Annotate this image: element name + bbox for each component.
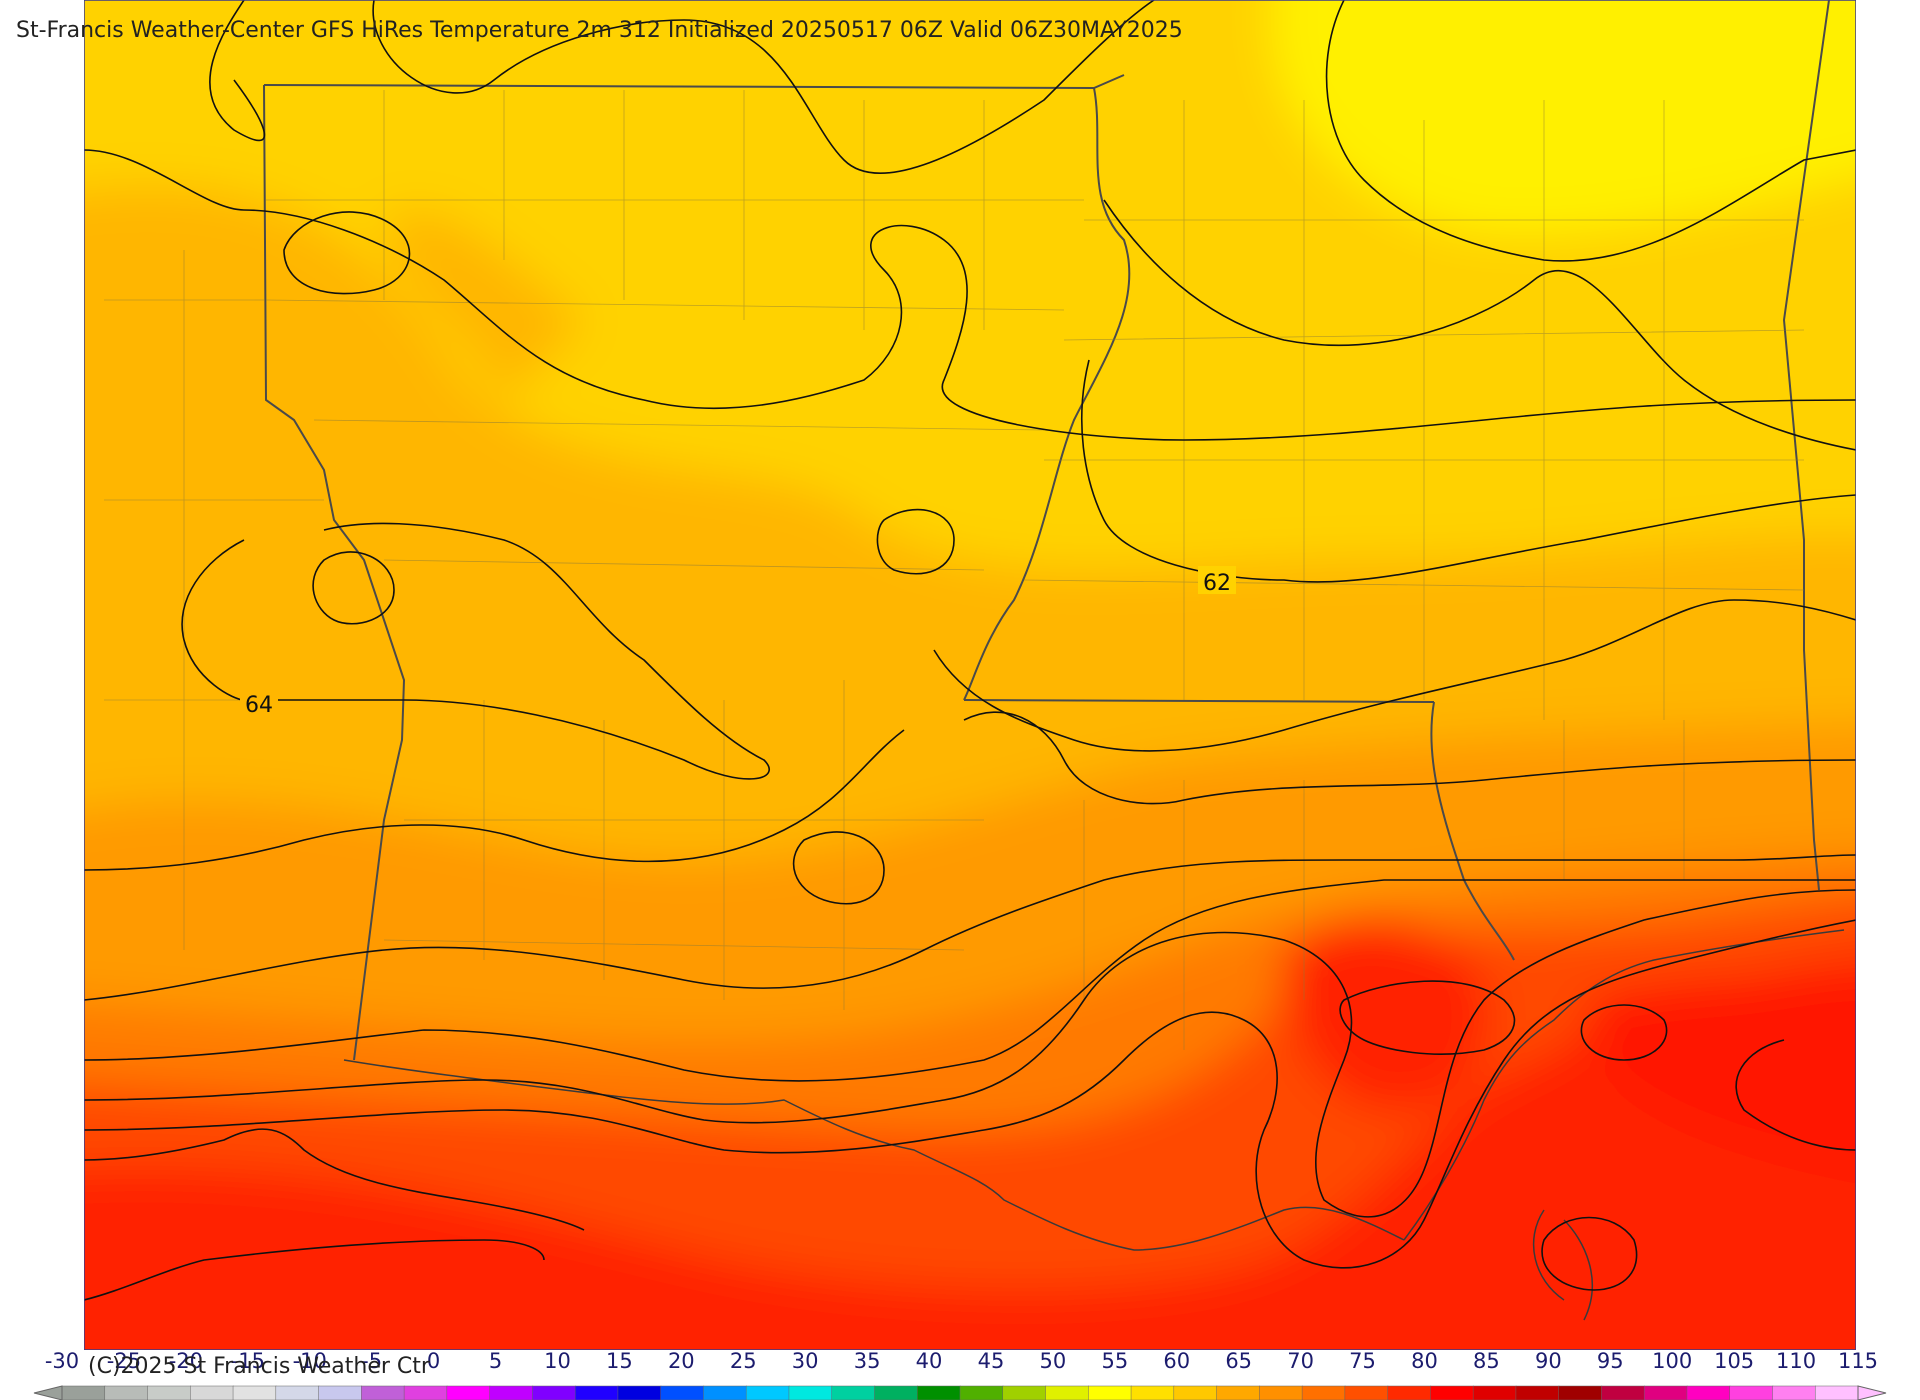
- colorbar-swatch: [1772, 1385, 1816, 1400]
- svg-text:64: 64: [245, 693, 273, 718]
- colorbar-tick-label: 90: [1535, 1349, 1562, 1373]
- colorbar-swatch: [1472, 1385, 1517, 1400]
- colorbar-swatch: [574, 1385, 619, 1400]
- colorbar-swatches: [33, 1385, 1887, 1400]
- colorbar-tick-label: 75: [1349, 1349, 1376, 1373]
- colorbar-tick-label: 70: [1287, 1349, 1314, 1373]
- map-title: St-Francis Weather-Center GFS HiRes Temp…: [16, 18, 1183, 43]
- colorbar-swatch: [1002, 1385, 1047, 1400]
- colorbar-tick-label: 45: [978, 1349, 1005, 1373]
- colorbar-swatch: [403, 1385, 448, 1400]
- colorbar-swatch: [489, 1385, 534, 1400]
- colorbar-tick-label: 5: [489, 1349, 502, 1373]
- colorbar-tick-label: 15: [606, 1349, 633, 1373]
- colorbar-swatch: [1130, 1385, 1175, 1400]
- colorbar-swatch: [275, 1385, 320, 1400]
- colorbar-swatch: [1173, 1385, 1218, 1400]
- colorbar-swatch: [959, 1385, 1004, 1400]
- colorbar-swatch: [61, 1385, 106, 1400]
- colorbar-swatch: [190, 1385, 234, 1400]
- svg-text:62: 62: [1203, 571, 1231, 596]
- colorbar-swatch: [745, 1385, 790, 1400]
- colorbar-swatch: [1729, 1385, 1774, 1400]
- temperature-fill: [84, 0, 1856, 1350]
- colorbar-swatch: [1045, 1385, 1090, 1400]
- colorbar-tick-label: 40: [916, 1349, 943, 1373]
- colorbar-swatch: [318, 1385, 363, 1400]
- contour-label-64: 64: [240, 688, 278, 718]
- colorbar-swatch: [1814, 1385, 1859, 1400]
- colorbar-swatch: [1686, 1385, 1731, 1400]
- colorbar-swatch: [446, 1385, 491, 1400]
- colorbar-tick-label: 10: [544, 1349, 571, 1373]
- colorbar-swatch: [104, 1385, 149, 1400]
- colorbar-swatch: [703, 1385, 747, 1400]
- temperature-contours: [84, 0, 1856, 1301]
- colorbar-swatch: [1259, 1385, 1303, 1400]
- colorbar-tick-label: 20: [668, 1349, 695, 1373]
- colorbar-tick-label: 85: [1473, 1349, 1500, 1373]
- colorbar-swatch: [874, 1385, 918, 1400]
- colorbar-tick-label: 80: [1411, 1349, 1438, 1373]
- coastline: [343, 929, 1845, 1321]
- colorbar-tick-label: 110: [1776, 1349, 1816, 1373]
- colorbar-swatch: [1558, 1385, 1603, 1400]
- colorbar-swatch: [361, 1385, 405, 1400]
- colorbar-tick-label: 105: [1714, 1349, 1754, 1373]
- colorbar-swatch: [660, 1385, 705, 1400]
- colorbar-swatch: [1344, 1385, 1389, 1400]
- colorbar-swatch: [1387, 1385, 1432, 1400]
- colorbar-swatch: [1088, 1385, 1132, 1400]
- colorbar-tick-label: 35: [854, 1349, 881, 1373]
- colorbar-high-arrow: [1857, 1385, 1887, 1400]
- colorbar-tick-label: 95: [1597, 1349, 1624, 1373]
- colorbar-tick-label: 100: [1652, 1349, 1692, 1373]
- colorbar-tick-label: 115: [1838, 1349, 1878, 1373]
- colorbar-swatch: [831, 1385, 876, 1400]
- copyright-text: (C)2025 St Francis Weather Ctr: [88, 1354, 430, 1379]
- colorbar-swatch: [1216, 1385, 1261, 1400]
- colorbar-tick-label: 55: [1101, 1349, 1128, 1373]
- colorbar-swatch: [617, 1385, 662, 1400]
- colorbar-swatch: [1301, 1385, 1346, 1400]
- colorbar-tick-label: 30: [792, 1349, 819, 1373]
- contour-label-62: 62: [1198, 566, 1236, 596]
- colorbar-swatch: [916, 1385, 961, 1400]
- colorbar-swatch: [1643, 1385, 1688, 1400]
- colorbar-swatch: [1430, 1385, 1474, 1400]
- temperature-map[interactable]: 62 64: [84, 0, 1856, 1350]
- colorbar-tick-label: 25: [730, 1349, 757, 1373]
- colorbar-swatch: [1601, 1385, 1645, 1400]
- colorbar-swatch: [147, 1385, 192, 1400]
- colorbar-tick-label: 50: [1040, 1349, 1067, 1373]
- colorbar-swatch: [788, 1385, 833, 1400]
- state-boundaries: [263, 0, 1830, 1061]
- colorbar-swatch: [232, 1385, 277, 1400]
- colorbar-tick-label: -30: [45, 1349, 79, 1373]
- colorbar-tick-label: 60: [1163, 1349, 1190, 1373]
- colorbar-tick-label: 65: [1225, 1349, 1252, 1373]
- colorbar-swatch: [532, 1385, 576, 1400]
- colorbar-low-arrow: [33, 1385, 63, 1400]
- colorbar-swatch: [1515, 1385, 1560, 1400]
